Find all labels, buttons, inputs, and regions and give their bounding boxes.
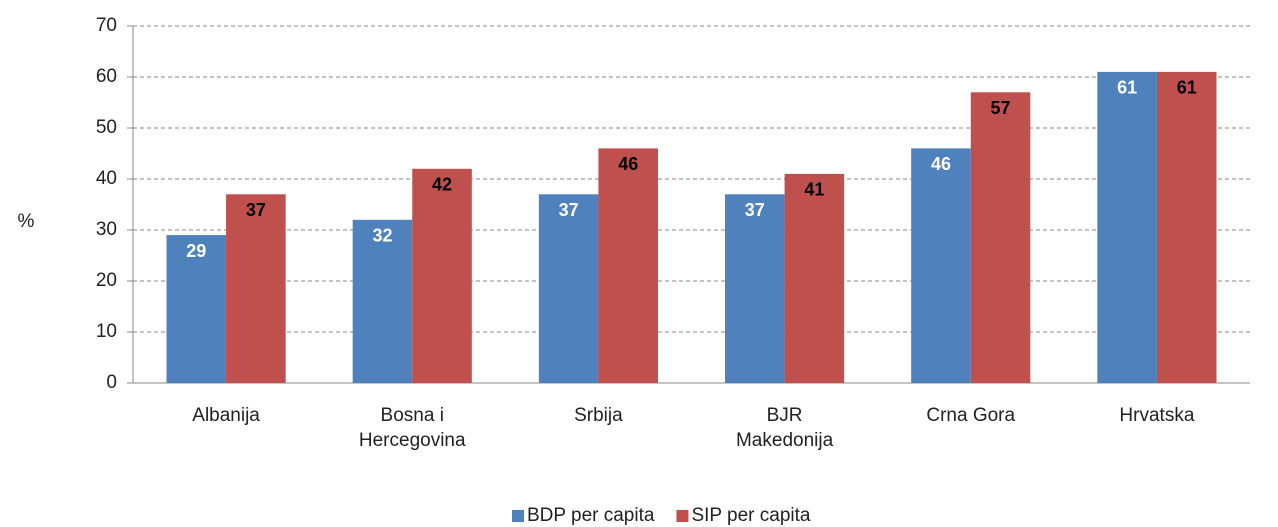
y-tick-label: 50 (96, 117, 117, 138)
legend-swatch (512, 510, 524, 522)
data-label: 37 (745, 200, 765, 220)
y-tick-label: 20 (96, 270, 117, 291)
data-label: 46 (931, 154, 951, 174)
legend-label: SIP per capita (691, 505, 810, 526)
data-label: 29 (186, 241, 206, 261)
data-label: 57 (991, 98, 1011, 118)
data-label: 61 (1177, 78, 1197, 98)
y-tick-label: 0 (106, 372, 117, 393)
x-tick-label: Crna Gora (926, 405, 1016, 426)
data-label: 37 (559, 200, 579, 220)
bar (166, 235, 227, 383)
x-tick-label: Hrvatska (1119, 405, 1195, 426)
x-tick-label: BJR Makedonija (735, 405, 834, 451)
legend-label: BDP per capita (527, 505, 655, 526)
data-label: 37 (246, 200, 266, 220)
y-tick-label: 10 (96, 321, 117, 342)
bar (1097, 71, 1157, 384)
y-tick-label: 70 (96, 15, 117, 36)
bar (412, 168, 472, 383)
x-tick-label: Bosna i Hercegovina (358, 405, 466, 451)
data-label: 61 (1117, 78, 1137, 98)
y-tick-label: 40 (96, 168, 117, 189)
legend-swatch (676, 510, 689, 522)
y-tick-label: 30 (96, 219, 117, 240)
bar (1156, 71, 1217, 384)
bar (970, 92, 1031, 384)
data-label: 32 (372, 226, 392, 246)
data-label: 41 (804, 180, 824, 200)
bar (598, 148, 658, 383)
bar (725, 194, 785, 383)
bar (911, 148, 971, 383)
x-tick-label: Albanija (192, 405, 260, 426)
bar (538, 194, 599, 383)
y-axis-label: % (18, 211, 35, 232)
bar (784, 173, 845, 383)
y-tick-label: 60 (96, 66, 117, 87)
data-label: 42 (432, 175, 452, 195)
x-tick-label: Srbija (574, 405, 623, 426)
data-label: 46 (618, 154, 638, 174)
bar (226, 194, 286, 383)
bar (352, 219, 413, 383)
